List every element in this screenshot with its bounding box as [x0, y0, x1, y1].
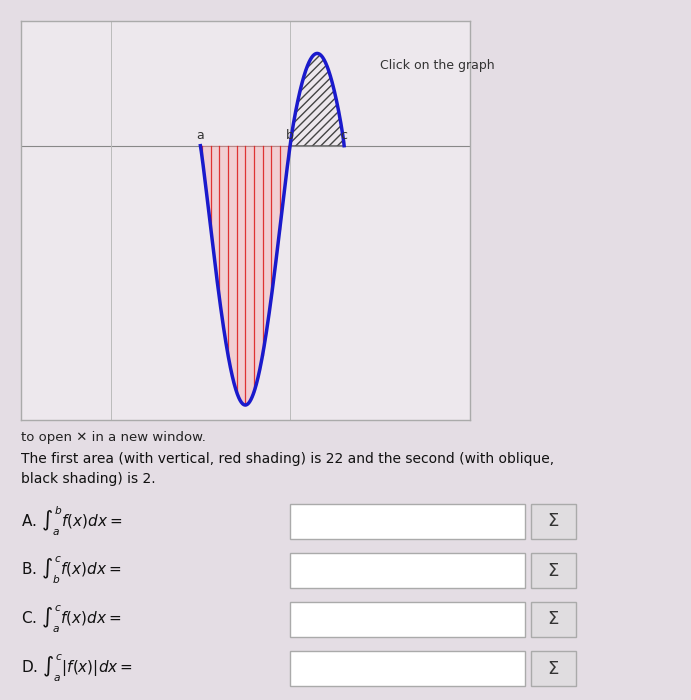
- Text: The first area (with vertical, red shading) is 22 and the second (with oblique,: The first area (with vertical, red shadi…: [21, 452, 554, 466]
- Text: Click on the graph: Click on the graph: [380, 60, 495, 72]
- Text: black shading) is 2.: black shading) is 2.: [21, 473, 155, 486]
- Text: B. $\int_{b}^{c} f(x)dx =$: B. $\int_{b}^{c} f(x)dx =$: [21, 555, 121, 586]
- Text: to open ✕ in a new window.: to open ✕ in a new window.: [21, 430, 206, 444]
- Text: $\Sigma$: $\Sigma$: [547, 659, 559, 678]
- Text: C. $\int_{a}^{c} f(x)dx =$: C. $\int_{a}^{c} f(x)dx =$: [21, 604, 121, 635]
- Text: $\Sigma$: $\Sigma$: [547, 561, 559, 580]
- Text: b: b: [286, 130, 294, 142]
- Text: $\Sigma$: $\Sigma$: [547, 512, 559, 531]
- Text: $\Sigma$: $\Sigma$: [547, 610, 559, 629]
- Text: D. $\int_{a}^{c} |f(x)|dx =$: D. $\int_{a}^{c} |f(x)|dx =$: [21, 653, 133, 684]
- Text: c: c: [341, 130, 348, 142]
- Text: A. $\int_{a}^{b} f(x)dx =$: A. $\int_{a}^{b} f(x)dx =$: [21, 505, 122, 538]
- Text: a: a: [196, 130, 205, 142]
